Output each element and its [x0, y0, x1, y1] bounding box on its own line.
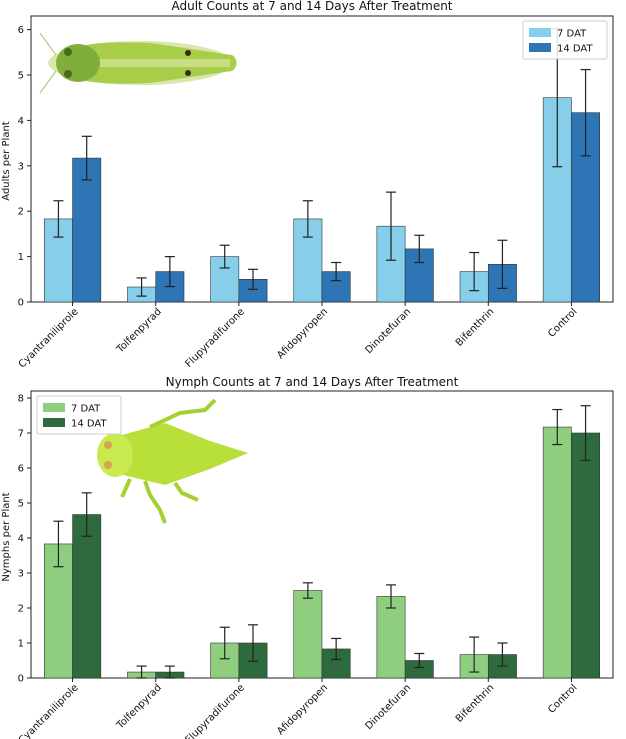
x-tick-label: Cyantraniliprole: [17, 682, 81, 739]
x-tick-label: Bifenthrin: [454, 306, 497, 349]
y-tick-label: 5: [18, 499, 24, 510]
y-tick-label: 0: [18, 298, 24, 309]
y-tick-label: 6: [18, 464, 24, 475]
legend: 7 DAT 14 DAT: [522, 20, 608, 60]
legend: 7 DAT 14 DAT: [36, 395, 122, 435]
y-tick-label: 3: [18, 569, 24, 580]
y-tick-label: 5: [18, 71, 24, 82]
y-tick-label: 0: [18, 674, 24, 685]
x-tick-label: Cyantraniliprole: [17, 306, 81, 370]
y-tick-label: 8: [18, 394, 24, 405]
bar: [376, 596, 406, 679]
chart-title: Nymph Counts at 7 and 14 Days After Trea…: [166, 375, 459, 389]
y-tick-label: 3: [18, 161, 24, 172]
legend-label: 7 DAT: [557, 29, 587, 40]
y-tick-label: 1: [18, 252, 24, 263]
legend-swatch: [43, 403, 65, 412]
nymph-counts-chart: 0 1 2 3 4 5 6 7 8 Nymph Counts at 7 and 14 Days …: [1, 375, 614, 739]
y-tick-label: 6: [18, 25, 24, 36]
leafhopper-nymph-image: [97, 398, 248, 524]
legend-label: 14 DAT: [557, 44, 593, 55]
x-tick-label: Tolfenpyrad: [114, 682, 164, 732]
x-tick-label: Afidopyropen: [275, 682, 330, 737]
bar: [293, 218, 323, 303]
legend-label: 14 DAT: [71, 419, 107, 430]
y-tick-label: 1: [18, 639, 24, 650]
adult-counts-chart: 0 1 2 3 4 5 6 Adult Counts at 7 and 14 Days Af…: [1, 0, 614, 370]
x-tick-label: Dinotefuran: [363, 306, 413, 356]
legend-label: 7 DAT: [71, 404, 101, 415]
plot-area: 0 1 2 3 4 5 6 7 8: [18, 390, 614, 685]
plot-area: 0 1 2 3 4 5 6: [18, 15, 614, 309]
legend-swatch: [43, 418, 65, 427]
y-tick-label: 7: [18, 429, 24, 440]
bar: [293, 590, 323, 679]
legend-swatch: [529, 43, 551, 52]
y-tick-label: 4: [18, 534, 24, 545]
x-tick-label: Tolfenpyrad: [114, 306, 164, 356]
x-tick-label: Flupyradifurone: [183, 682, 247, 739]
x-tick-label: Bifenthrin: [454, 682, 497, 725]
legend-swatch: [529, 28, 551, 37]
leafhopper-adult-image: [39, 32, 237, 94]
y-axis-label: Adults per Plant: [1, 121, 12, 201]
x-tick-label: Control: [546, 306, 579, 339]
y-tick-label: 4: [18, 116, 24, 127]
y-tick-label: 2: [18, 207, 24, 218]
bar: [542, 426, 572, 679]
x-tick-label: Control: [546, 682, 579, 715]
x-tick-label: Afidopyropen: [275, 306, 330, 361]
x-tick-label: Flupyradifurone: [183, 306, 247, 370]
chart-title: Adult Counts at 7 and 14 Days After Trea…: [171, 0, 452, 13]
x-tick-label: Dinotefuran: [363, 682, 413, 732]
y-tick-label: 2: [18, 604, 24, 615]
y-axis-label: Nymphs per Plant: [1, 492, 12, 581]
bar: [571, 432, 600, 679]
bar: [72, 514, 102, 679]
